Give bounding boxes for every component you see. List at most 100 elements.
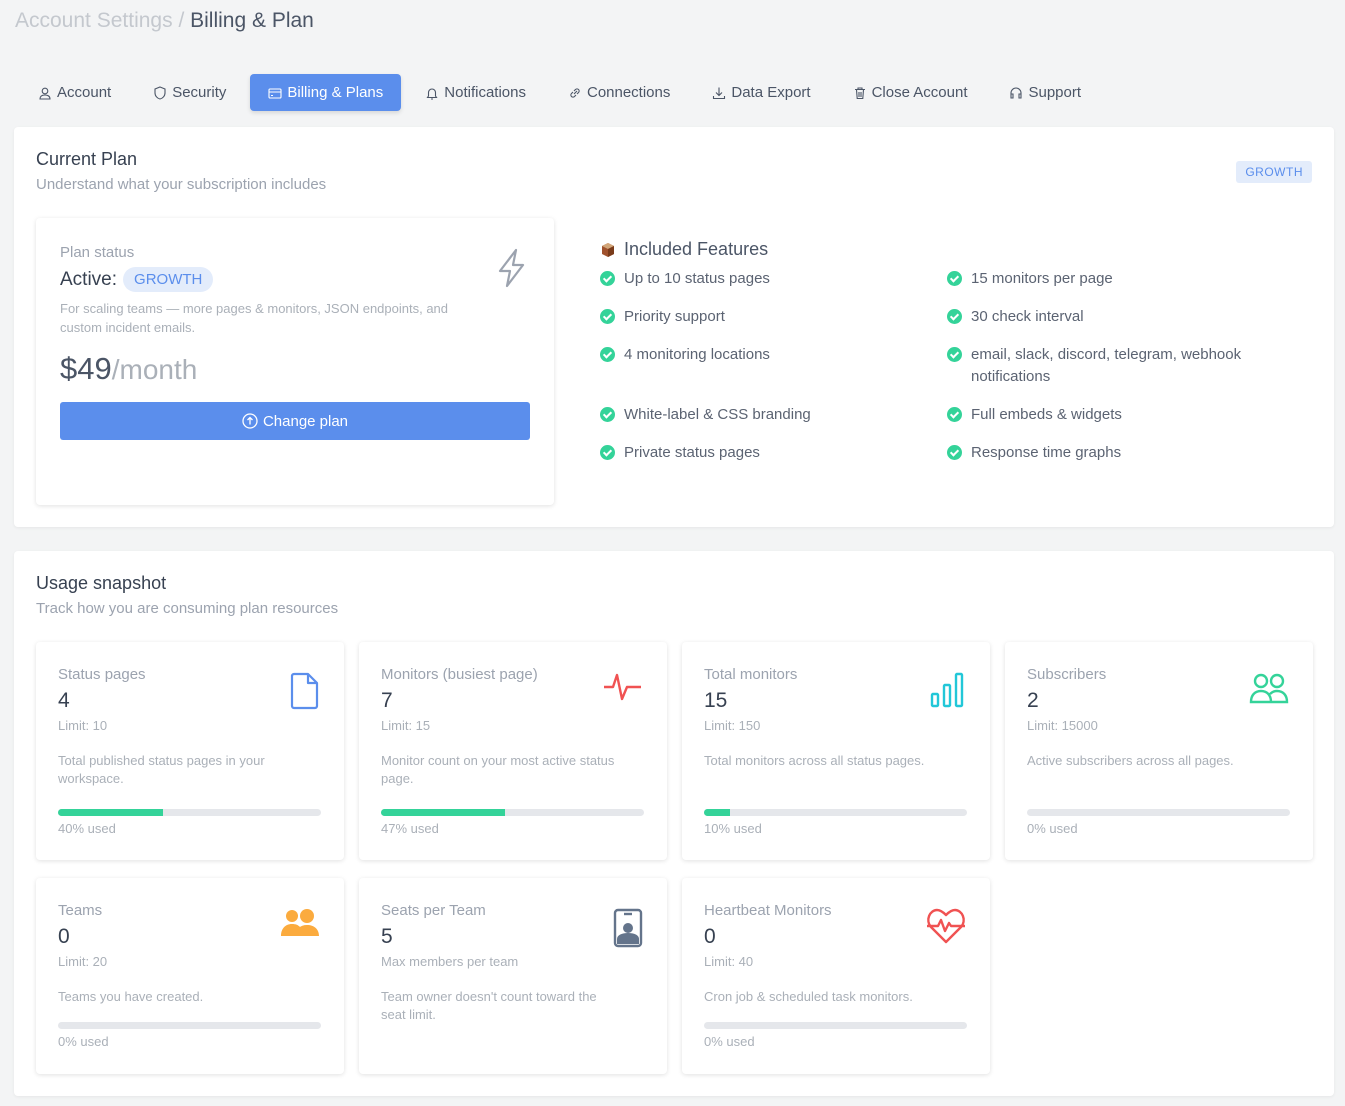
- tab-connections[interactable]: Connections: [550, 74, 688, 111]
- shield-icon: [154, 85, 166, 100]
- section-title: Current Plan: [36, 149, 138, 169]
- trash-icon: [854, 86, 865, 99]
- usage-title: Teams: [58, 902, 103, 919]
- included-features: Included Features Up to 10 status pages 1…: [600, 239, 1300, 480]
- usage-progress-bar: [58, 809, 321, 816]
- usage-progress-bar: [381, 809, 644, 816]
- usage-card-monitors-busiest-page: Monitors (busiest page) 7 Limit: 15 Monitor…: [359, 642, 667, 860]
- users-icon: [1249, 672, 1289, 709]
- tab-label: Billing & Plans: [287, 84, 384, 101]
- check-circle-icon: [947, 271, 962, 286]
- usage-value: 7: [381, 689, 393, 712]
- usage-value: 0: [704, 925, 716, 948]
- usage-percent: 10% used: [704, 821, 762, 836]
- usage-percent: 47% used: [381, 821, 439, 836]
- tab-account[interactable]: Account: [20, 74, 129, 111]
- usage-description: Total published status pages in your wor…: [58, 753, 265, 786]
- usage-percent: 0% used: [704, 1034, 755, 1049]
- usage-card-seats-per-team: Seats per Team 5 Max members per team Team …: [359, 878, 667, 1074]
- feature-label: 4 monitoring locations: [624, 346, 770, 363]
- feature-item: 15 monitors per page: [947, 268, 1287, 306]
- plan-price: $49/month: [60, 351, 197, 387]
- usage-progress-fill: [704, 809, 731, 816]
- feature-item: White-label & CSS branding: [600, 404, 947, 442]
- usage-value: 2: [1027, 689, 1039, 712]
- tab-close-account[interactable]: Close Account: [835, 74, 986, 111]
- usage-description: Monitor count on your most active status…: [381, 753, 615, 786]
- check-circle-icon: [600, 407, 615, 422]
- section-subtitle: Track how you are consuming plan resourc…: [36, 600, 339, 617]
- check-circle-icon: [947, 309, 962, 324]
- credit-card-icon: [268, 87, 282, 99]
- usage-value: 5: [381, 925, 393, 948]
- tab-support[interactable]: Support: [991, 74, 1099, 111]
- bell-icon: [426, 87, 438, 100]
- usage-card-subscribers: Subscribers 2 Limit: 15000 Active subscribe…: [1005, 642, 1313, 860]
- headset-icon: [1010, 87, 1023, 99]
- usage-progress-fill: [58, 809, 164, 816]
- check-circle-icon: [600, 347, 615, 362]
- lightning-icon: [498, 248, 525, 288]
- check-circle-icon: [947, 407, 962, 422]
- usage-description: Active subscribers across all pages.: [1027, 753, 1234, 768]
- usage-progress-bar: [58, 1022, 321, 1029]
- check-circle-icon: [600, 271, 615, 286]
- tab-notifications[interactable]: Notifications: [407, 74, 544, 111]
- download-icon: [713, 87, 726, 99]
- plan-description: For scaling teams — more pages & monitor…: [60, 301, 449, 335]
- team-icon: [280, 908, 320, 943]
- usage-description: Total monitors across all status pages.: [704, 753, 925, 768]
- usage-progress-fill: [381, 809, 505, 816]
- usage-limit: Limit: 10: [58, 718, 108, 733]
- usage-title: Subscribers: [1027, 666, 1107, 683]
- feature-item: 4 monitoring locations: [600, 344, 947, 404]
- heartbeat-icon: [926, 908, 966, 949]
- change-plan-label: Change plan: [262, 412, 349, 430]
- usage-title: Heartbeat Monitors: [704, 902, 832, 919]
- feature-label: Full embeds & widgets: [971, 406, 1122, 423]
- feature-label: 30 check interval: [971, 308, 1084, 325]
- usage-description: Team owner doesn't count toward the seat…: [381, 989, 597, 1022]
- feature-item: Up to 10 status pages: [600, 268, 947, 306]
- price-amount: $49: [60, 351, 112, 386]
- usage-limit: Limit: 40: [704, 954, 754, 969]
- usage-value: 4: [58, 689, 70, 712]
- feature-item: email, slack, discord, telegram, webhook…: [947, 344, 1287, 404]
- usage-title: Status pages: [58, 666, 146, 683]
- usage-snapshot-card: Usage snapshot Track how you are consumi…: [14, 551, 1334, 1096]
- usage-card-status-pages: Status pages 4 Limit: 10 Total published st…: [36, 642, 344, 860]
- feature-label: White-label & CSS branding: [624, 406, 811, 423]
- arrow-up-circle-icon: [242, 413, 258, 429]
- tab-label: Notifications: [444, 84, 526, 101]
- feature-label: email, slack, discord, telegram, webhook…: [971, 346, 1242, 385]
- tab-label: Account: [57, 84, 112, 101]
- tab-security[interactable]: Security: [135, 74, 244, 111]
- tab-label: Security: [172, 84, 227, 101]
- tab-data-export[interactable]: Data Export: [694, 74, 828, 111]
- breadcrumb-separator: /: [178, 9, 185, 32]
- breadcrumb: Account Settings / Billing & Plan: [15, 9, 314, 33]
- plan-status-label: Plan status: [60, 244, 135, 261]
- breadcrumb-parent[interactable]: Account Settings: [15, 9, 173, 32]
- feature-label: 15 monitors per page: [971, 270, 1113, 287]
- price-period: /month: [111, 354, 198, 385]
- feature-item: Full embeds & widgets: [947, 404, 1287, 442]
- usage-progress-bar: [704, 809, 967, 816]
- breadcrumb-current: Billing & Plan: [190, 9, 314, 32]
- file-icon: [290, 672, 320, 715]
- plan-active: Active: GROWTH: [60, 267, 214, 292]
- usage-title: Total monitors: [704, 666, 798, 683]
- feature-label: Response time graphs: [971, 444, 1122, 461]
- usage-title: Seats per Team: [381, 902, 486, 919]
- change-plan-button[interactable]: Change plan: [60, 402, 530, 440]
- usage-card-heartbeat-monitors: Heartbeat Monitors 0 Limit: 40 Cron job & s…: [682, 878, 990, 1074]
- usage-percent: 0% used: [58, 1034, 109, 1049]
- feature-item: Response time graphs: [947, 442, 1287, 480]
- usage-title: Monitors (busiest page): [381, 666, 538, 683]
- usage-value: 0: [58, 925, 70, 948]
- usage-description: Cron job & scheduled task monitors.: [704, 989, 913, 1004]
- active-label: Active:: [60, 268, 118, 290]
- tab-billing-plans[interactable]: Billing & Plans: [250, 74, 402, 111]
- package-icon: [602, 242, 614, 257]
- usage-progress-bar: [1027, 809, 1290, 816]
